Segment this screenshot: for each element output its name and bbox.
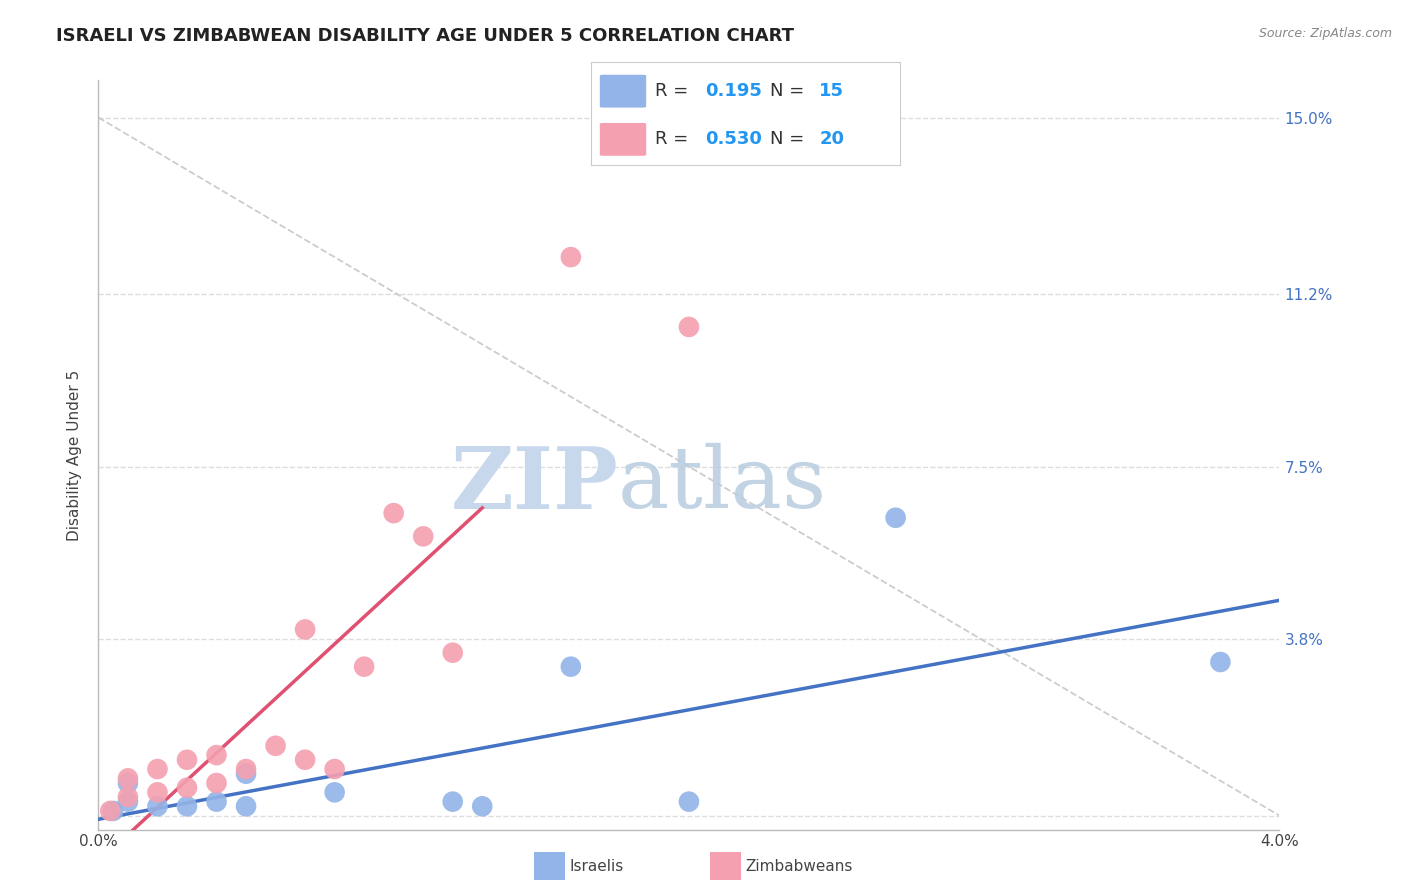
Point [117, 789, 139, 804]
Point [235, 766, 257, 780]
Text: ZIP: ZIP [450, 443, 619, 527]
Point [294, 753, 316, 767]
Point [294, 623, 316, 637]
Point [98, 804, 121, 818]
Point [146, 762, 169, 776]
Point [235, 762, 257, 776]
Point [441, 646, 464, 660]
Point [678, 320, 700, 334]
Point [205, 795, 228, 809]
Point [264, 739, 287, 753]
Point [560, 250, 582, 264]
Point [117, 776, 139, 790]
Text: R =: R = [655, 130, 695, 148]
Point [1209, 655, 1232, 669]
Point [412, 529, 434, 543]
Point [176, 753, 198, 767]
Point [117, 772, 139, 786]
FancyBboxPatch shape [600, 75, 647, 108]
Text: 0.195: 0.195 [704, 82, 762, 100]
Point [560, 659, 582, 673]
Point [382, 506, 405, 520]
Text: N =: N = [770, 130, 810, 148]
Point [235, 799, 257, 814]
Text: Zimbabweans: Zimbabweans [745, 859, 852, 873]
Text: 15: 15 [820, 82, 845, 100]
FancyBboxPatch shape [600, 123, 647, 156]
Text: N =: N = [770, 82, 810, 100]
Point [205, 776, 228, 790]
Point [176, 780, 198, 795]
Point [146, 785, 169, 799]
Point [471, 799, 494, 814]
Point [146, 799, 169, 814]
Point [176, 799, 198, 814]
Text: Israelis: Israelis [569, 859, 624, 873]
Text: atlas: atlas [619, 443, 827, 526]
Point [884, 510, 907, 524]
Text: Source: ZipAtlas.com: Source: ZipAtlas.com [1258, 27, 1392, 40]
Point [205, 748, 228, 763]
Point [323, 762, 346, 776]
Point [323, 785, 346, 799]
Text: R =: R = [655, 82, 695, 100]
Point [441, 795, 464, 809]
Text: 20: 20 [820, 130, 845, 148]
Point [678, 795, 700, 809]
Text: ISRAELI VS ZIMBABWEAN DISABILITY AGE UNDER 5 CORRELATION CHART: ISRAELI VS ZIMBABWEAN DISABILITY AGE UND… [56, 27, 794, 45]
Y-axis label: Disability Age Under 5: Disability Age Under 5 [67, 369, 83, 541]
Point [353, 659, 375, 673]
Text: 0.530: 0.530 [704, 130, 762, 148]
Point [117, 795, 139, 809]
Point [103, 804, 125, 818]
